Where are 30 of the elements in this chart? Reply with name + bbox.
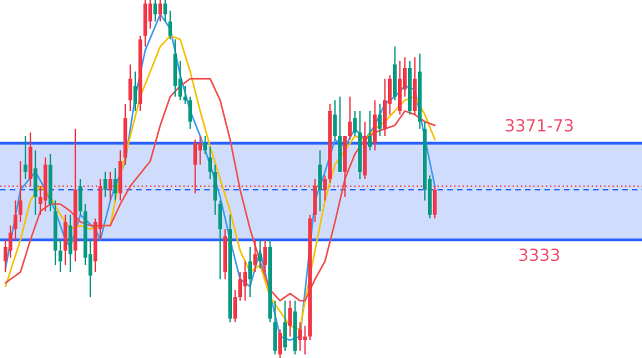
candlestick bbox=[203, 135, 208, 155]
candlestick bbox=[258, 239, 262, 270]
candlestick bbox=[368, 110, 372, 152]
candlestick bbox=[133, 70, 138, 112]
candlestick bbox=[163, 0, 168, 22]
annotation: 3371-73 bbox=[506, 119, 573, 132]
candlestick bbox=[103, 171, 108, 198]
candlestick bbox=[288, 300, 292, 338]
candlestick bbox=[24, 135, 28, 180]
candlestick bbox=[113, 168, 118, 202]
candlestick bbox=[188, 96, 192, 130]
candlestick bbox=[263, 239, 267, 273]
candlestick bbox=[183, 85, 188, 105]
candlestick bbox=[248, 246, 252, 298]
candlestick bbox=[233, 289, 238, 323]
candlestick bbox=[14, 200, 18, 241]
candlestick bbox=[58, 239, 62, 273]
candlestick bbox=[153, 0, 158, 22]
candlestick bbox=[168, 10, 172, 40]
candlestick bbox=[323, 174, 327, 202]
candlestick bbox=[333, 100, 337, 140]
candlestick bbox=[348, 96, 352, 140]
candlestick bbox=[278, 328, 282, 358]
candlestick bbox=[158, 0, 162, 22]
candlestick bbox=[208, 146, 212, 180]
candlestick bbox=[378, 103, 382, 137]
candlestick bbox=[128, 64, 132, 112]
candlestick bbox=[353, 110, 357, 137]
annotation: 3333 bbox=[519, 248, 560, 262]
candlestick bbox=[253, 239, 257, 273]
